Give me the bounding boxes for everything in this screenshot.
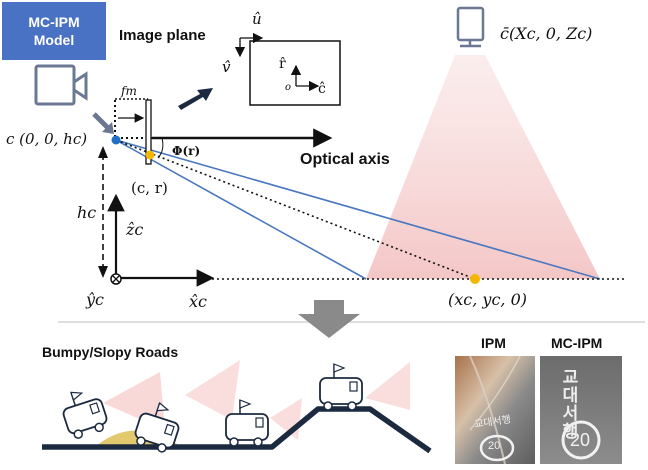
phi-label: Φ(r): [172, 144, 201, 158]
road-frustum-2: [185, 360, 240, 420]
overhead-camera-label: c̄(Xc, 0, Zc): [500, 24, 593, 43]
phi-arc: [157, 137, 164, 159]
ground-point-label: (xc, yc, 0): [448, 290, 527, 309]
ipm-speed-text: 20: [488, 440, 501, 452]
pixel-label: (c, r): [131, 179, 168, 197]
mc-ipm-label: MC-IPM: [551, 335, 603, 351]
ray-upper: [115, 139, 367, 280]
mc-ipm-sign-text: 교대서행: [559, 368, 578, 440]
badge-line-1: MC-IPM: [28, 14, 80, 30]
overhead-camera-frustum: [366, 55, 600, 279]
camera-center-point: [111, 135, 121, 145]
u-hat-label: û: [252, 10, 262, 28]
ray-center: [115, 139, 476, 280]
image-plane-arrow: [178, 88, 213, 110]
origin-label: o: [285, 82, 292, 93]
mc-ipm-result-image: [540, 356, 622, 464]
v-hat-label: v̂: [222, 58, 231, 76]
ipm-result-image: [455, 355, 535, 465]
mc-ipm-speed-text: 20: [570, 430, 591, 450]
badge-line-2: Model: [33, 32, 75, 48]
robot-2: [134, 401, 180, 453]
ipm-label: IPM: [481, 335, 506, 351]
robot-3: [225, 399, 269, 447]
image-plane-label: Image plane: [119, 27, 206, 44]
ray-lower: [115, 139, 601, 280]
ground-point: [470, 274, 480, 284]
camera-pointer-arrow: [92, 112, 110, 130]
optical-axis-label: Optical axis: [300, 151, 390, 168]
uv-axes: [234, 32, 264, 58]
x-hat-label: x̂c: [189, 292, 207, 311]
road-line: [42, 406, 432, 454]
y-hat-label: ŷc: [86, 290, 104, 309]
z-hat-label: ẑc: [126, 220, 144, 239]
robot-4: [319, 363, 363, 411]
image-plane-box: [249, 40, 341, 106]
down-arrow: [298, 300, 360, 338]
camera-point-label: c (0, 0, hc): [6, 130, 88, 148]
camera-icon: [34, 64, 88, 106]
image-plane-line: [145, 99, 152, 165]
hc-label: hc: [77, 203, 97, 222]
robot-1: [62, 391, 108, 439]
overhead-camera-icon: [456, 6, 485, 48]
bumpy-roads-label: Bumpy/Slopy Roads: [42, 344, 179, 360]
c-hat-label: ĉ: [318, 81, 326, 97]
mc-ipm-model-badge: MC-IPM Model: [2, 2, 106, 60]
pixel-point: [145, 150, 155, 160]
road-frustum-4: [365, 362, 410, 410]
r-hat-label: r̂: [279, 56, 286, 72]
fm-label: fm: [121, 84, 137, 98]
